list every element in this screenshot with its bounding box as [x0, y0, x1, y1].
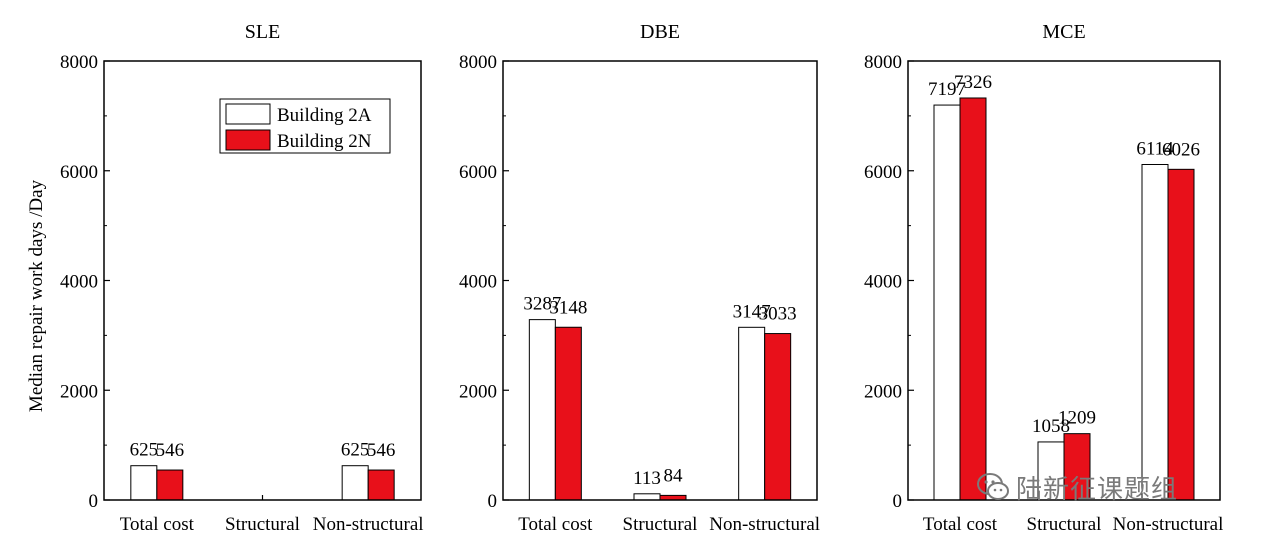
data-label: 7197 [928, 79, 966, 100]
legend-swatch-building-2a [225, 103, 271, 125]
watermark-text: 陆新征课题组 [1016, 474, 1179, 505]
x-tick-label: Structural [225, 514, 300, 535]
y-tick-label: 0 [89, 491, 99, 512]
x-tick-label: Total cost [120, 514, 195, 535]
y-tick-label: 2000 [864, 381, 902, 402]
data-label: 546 [156, 440, 185, 461]
x-tick-label: Non-structural [1113, 514, 1224, 535]
panel-title: MCE [1042, 21, 1085, 43]
y-tick-label: 4000 [60, 272, 98, 293]
data-label: 625 [130, 440, 159, 461]
legend-label-building-2n: Building 2N [277, 131, 372, 152]
bar-building-2n-non-structural [1167, 168, 1195, 501]
x-tick-label: Non-structural [709, 514, 820, 535]
y-axis-label: Median repair work days /Day [26, 179, 47, 412]
data-label: 625 [341, 440, 370, 461]
y-tick-label: 2000 [459, 381, 497, 402]
bar-building-2a-structural [1037, 441, 1065, 501]
y-tick-label: 4000 [864, 272, 902, 293]
bar-building-2a-structural [633, 493, 661, 501]
y-tick-label: 0 [488, 491, 498, 512]
x-tick-label: Structural [623, 514, 698, 535]
y-tick-label: 2000 [60, 381, 98, 402]
data-label: 84 [664, 465, 684, 486]
y-tick-label: 8000 [459, 52, 497, 73]
plot-frame [907, 60, 1221, 501]
y-tick-label: 4000 [459, 272, 497, 293]
x-tick-label: Total cost [923, 514, 998, 535]
data-label: 3148 [549, 297, 587, 318]
data-label: 1209 [1058, 408, 1096, 429]
panel-title: SLE [245, 21, 281, 43]
bar-building-2a-non-structural [1141, 163, 1169, 501]
x-tick-label: Structural [1027, 514, 1102, 535]
data-label: 546 [367, 440, 396, 461]
x-tick-label: Non-structural [313, 514, 424, 535]
data-label: 1058 [1032, 416, 1070, 437]
x-tick-label: Total cost [518, 514, 593, 535]
bar-building-2a-non-structural [738, 326, 766, 501]
panel-title: DBE [640, 21, 680, 43]
y-tick-label: 6000 [60, 162, 98, 183]
data-label: 3147 [733, 301, 771, 322]
plot-frame [502, 60, 818, 501]
legend-swatch-building-2n [225, 129, 271, 151]
y-tick-label: 6000 [864, 162, 902, 183]
data-label: 6026 [1162, 139, 1200, 160]
data-label: 6114 [1136, 138, 1174, 159]
data-label: 3287 [523, 294, 561, 315]
bar-building-2a-non-structural [341, 465, 369, 501]
bar-building-2a-total-cost [528, 319, 556, 501]
bar-building-2a-total-cost [130, 465, 158, 501]
legend-label-building-2a: Building 2A [277, 105, 372, 126]
legend: Building 2A Building 2N [219, 98, 391, 154]
bar-building-2n-non-structural [764, 333, 792, 501]
watermark: 陆新征课题组 [976, 470, 1179, 505]
data-label: 7326 [954, 72, 992, 93]
bar-building-2n-total-cost [156, 469, 184, 501]
data-label: 113 [633, 468, 661, 489]
y-tick-label: 8000 [60, 52, 98, 73]
data-label: 3033 [759, 304, 797, 325]
bar-building-2n-total-cost [554, 326, 582, 501]
bar-building-2a-total-cost [933, 104, 961, 501]
y-tick-label: 0 [893, 491, 903, 512]
bar-building-2n-non-structural [367, 469, 395, 501]
y-tick-label: 8000 [864, 52, 902, 73]
bar-building-2n-total-cost [959, 97, 987, 501]
wechat-icon [977, 473, 1009, 500]
plot-frame [103, 60, 422, 501]
y-tick-label: 6000 [459, 162, 497, 183]
